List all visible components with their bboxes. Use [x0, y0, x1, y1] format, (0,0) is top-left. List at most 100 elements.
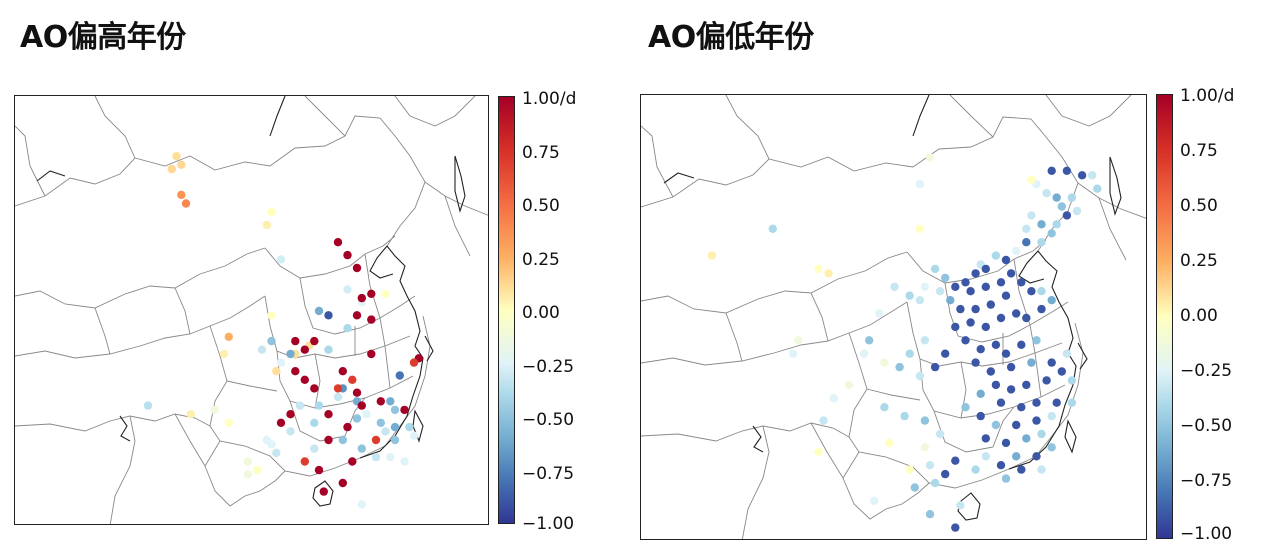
station-marker: [243, 470, 252, 479]
colorbar-ao-low: [1156, 94, 1173, 539]
station-marker: [915, 371, 925, 381]
station-marker: [1067, 193, 1077, 202]
station-marker: [1027, 287, 1036, 296]
station-marker: [956, 304, 965, 314]
station-marker: [1017, 278, 1026, 287]
station-marker: [1047, 229, 1056, 238]
station-marker: [367, 315, 376, 324]
station-marker: [885, 438, 894, 448]
station-marker: [966, 318, 975, 327]
station-marker: [405, 422, 414, 432]
station-marker: [996, 398, 1006, 407]
station-marker: [935, 287, 945, 296]
station-marker: [357, 401, 366, 410]
station-marker: [966, 287, 975, 296]
station-marker: [1047, 411, 1056, 421]
station-marker: [143, 401, 153, 410]
station-marker: [1067, 376, 1077, 385]
station-marker: [409, 431, 419, 440]
station-marker: [310, 444, 319, 453]
station-marker: [286, 349, 295, 359]
station-marker: [1032, 336, 1041, 345]
station-marker: [343, 422, 352, 432]
station-marker: [920, 443, 930, 452]
station-marker: [844, 380, 854, 390]
station-marker: [951, 456, 960, 465]
station-marker: [981, 322, 990, 332]
station-marker: [352, 414, 362, 423]
station-marker: [300, 345, 309, 354]
station-marker: [376, 397, 385, 406]
station-marker: [1052, 220, 1061, 229]
station-marker: [1012, 309, 1021, 318]
station-marker: [1047, 358, 1056, 367]
station-marker: [905, 349, 914, 358]
station-marker: [900, 411, 909, 421]
station-marker: [829, 394, 838, 403]
station-marker: [920, 336, 930, 345]
station-marker: [1012, 452, 1021, 461]
station-marker: [1037, 220, 1046, 229]
station-marker: [390, 422, 400, 432]
station-marker: [986, 367, 995, 376]
station-marker: [219, 349, 229, 359]
colorbar-tick: −0.50: [1180, 416, 1233, 436]
station-marker: [1022, 380, 1031, 390]
station-marker: [333, 384, 343, 393]
province-boundaries: [641, 95, 1146, 539]
station-marker: [991, 380, 1001, 390]
station-marker: [390, 405, 400, 415]
station-marker: [925, 461, 935, 470]
station-marker: [324, 435, 333, 445]
station-marker: [961, 278, 970, 287]
station-marker: [276, 255, 286, 264]
station-marker: [971, 269, 980, 278]
station-marker: [920, 416, 930, 425]
station-marker: [357, 444, 366, 453]
station-marker: [1001, 474, 1011, 483]
station-marker: [890, 282, 899, 291]
station-marker: [971, 465, 980, 474]
station-marker: [1022, 224, 1031, 233]
station-marker: [333, 238, 343, 247]
station-marker: [386, 397, 395, 406]
station-marker: [224, 418, 233, 427]
station-marker: [870, 496, 879, 506]
station-marker: [276, 358, 286, 367]
station-marker: [172, 152, 181, 161]
station-marker: [400, 405, 409, 415]
station-marker: [1072, 206, 1082, 216]
colorbar-tick: 0.25: [522, 250, 560, 270]
station-marker: [1027, 358, 1036, 367]
station-marker: [981, 434, 990, 443]
station-marker: [1032, 416, 1041, 425]
station-markers: [143, 152, 423, 509]
station-marker: [314, 306, 324, 316]
station-marker: [910, 483, 919, 492]
station-marker: [262, 435, 271, 445]
station-marker: [177, 160, 186, 169]
colorbar-tick: 0.75: [1180, 141, 1218, 161]
station-marker: [996, 313, 1006, 323]
station-marker: [991, 340, 1001, 349]
station-marker: [210, 405, 219, 415]
station-marker: [343, 285, 352, 294]
station-marker: [291, 367, 300, 376]
station-marker: [814, 447, 823, 456]
coastline: [36, 96, 466, 507]
colorbar-tick: 1.00/d: [1180, 86, 1235, 106]
station-marker: [352, 388, 362, 397]
station-marker: [395, 371, 404, 380]
station-marker: [333, 392, 343, 402]
station-marker: [400, 457, 409, 466]
station-marker: [1057, 202, 1066, 211]
station-marker: [981, 452, 990, 461]
station-marker: [376, 418, 385, 427]
colorbar-tick: 0.25: [1180, 251, 1218, 271]
station-marker: [348, 375, 357, 384]
station-marker: [930, 264, 940, 274]
colorbar-tick: 0.50: [1180, 196, 1218, 216]
station-marker: [357, 500, 366, 509]
station-marker: [267, 207, 276, 217]
station-marker: [961, 336, 970, 345]
